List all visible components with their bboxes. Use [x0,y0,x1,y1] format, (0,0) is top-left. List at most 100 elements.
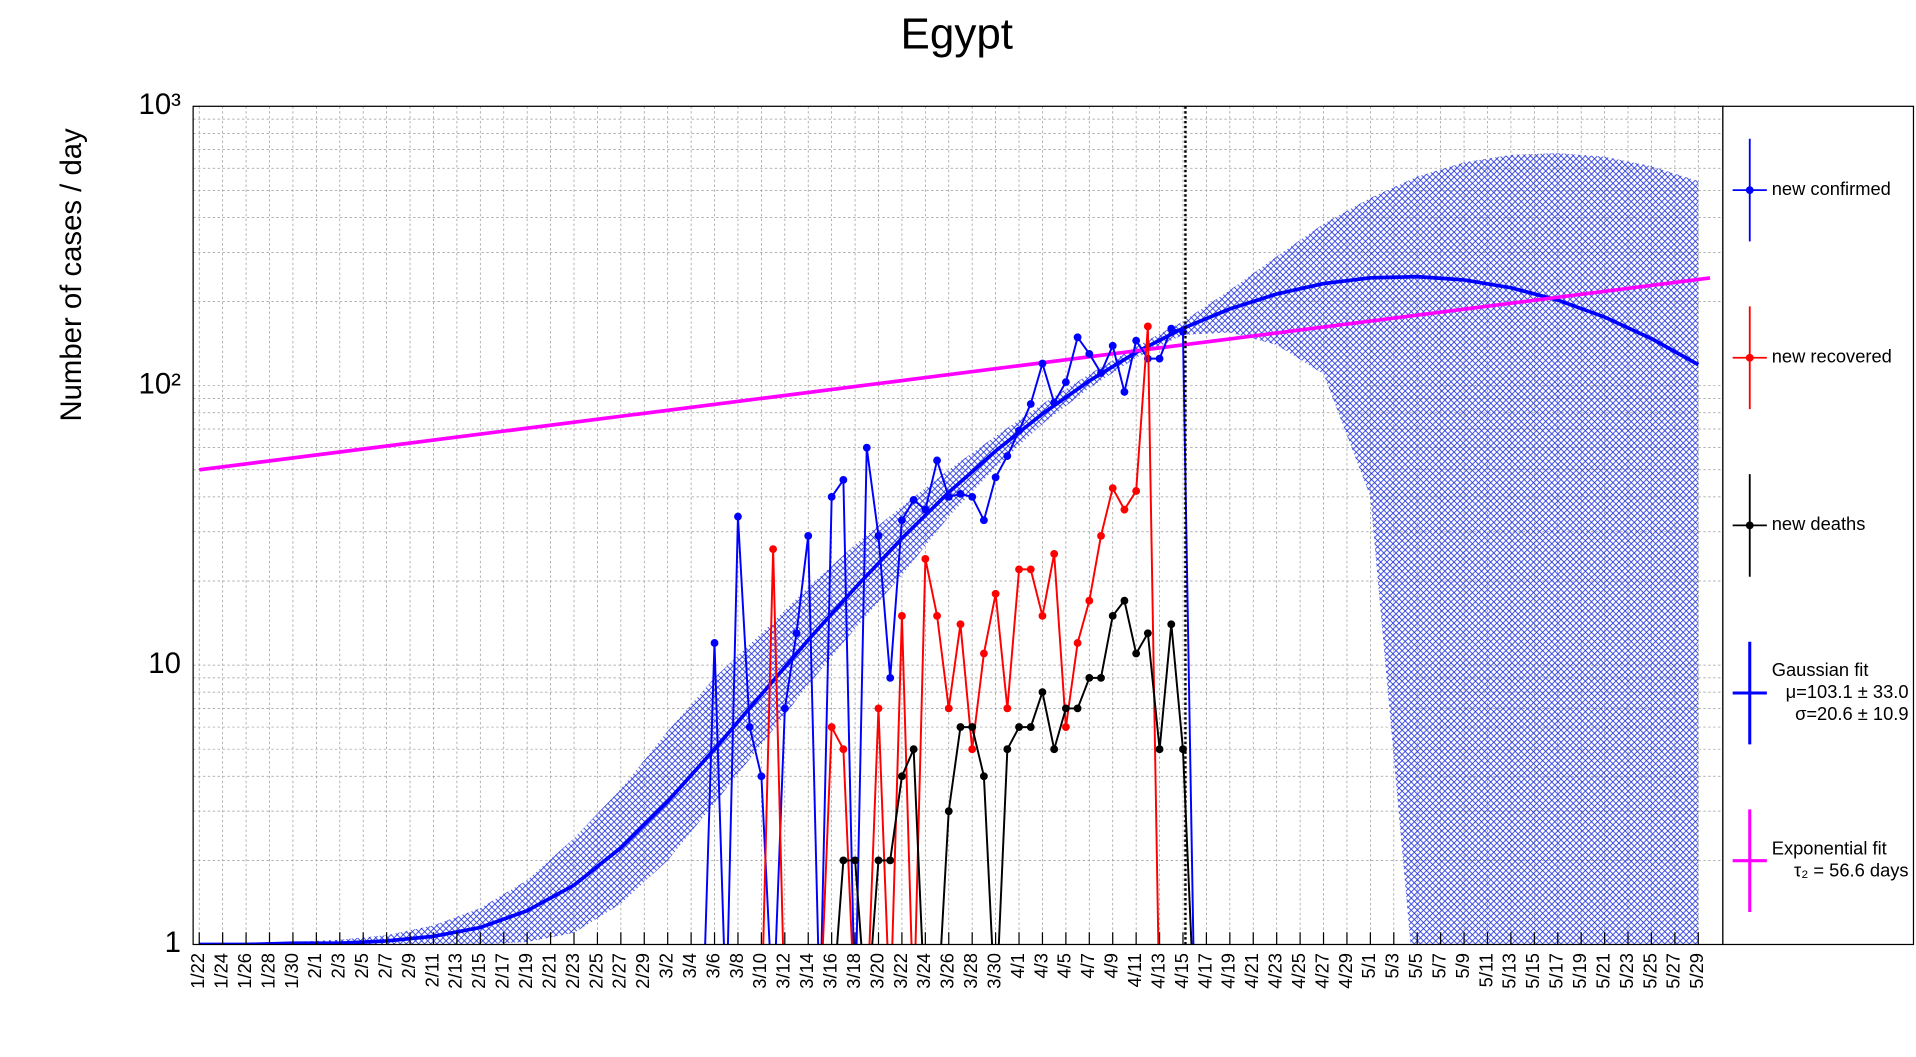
data-point [874,704,883,713]
x-tick-label: 2/11 [421,953,442,987]
data-point [1097,369,1105,377]
x-tick-label: 3/16 [819,953,840,989]
data-point [851,856,859,865]
data-point [1108,611,1117,620]
x-tick-label: 2/19 [515,953,536,989]
data-point [1038,688,1047,697]
x-tick-label: 2/9 [398,953,419,978]
data-line [836,598,1193,945]
data-point [944,807,953,816]
data-point [780,704,789,713]
data-point [944,704,953,713]
data-point [1073,704,1082,713]
data-point [991,589,1000,598]
y-tick-label: 10 [148,647,181,680]
x-tick-label: 4/9 [1101,953,1122,978]
legend-marker [1745,521,1754,530]
x-tick-label: 3/14 [796,953,817,989]
data-point [827,492,836,501]
data-point [1167,620,1176,629]
x-tick-label: 2/21 [538,953,559,989]
data-point [745,723,754,731]
data-point [1026,565,1035,574]
data-point [1085,673,1094,682]
data-point [979,649,988,658]
legend-param: σ=20.6 ± 10.9 [1795,703,1909,724]
x-tick-label: 4/29 [1335,953,1356,989]
x-tick-label: 5/19 [1569,953,1590,989]
data-point [1120,388,1129,396]
data-point [886,856,895,865]
data-point [1179,327,1187,336]
legend-marker [1745,353,1754,362]
data-point [1015,723,1023,731]
fit-line [199,274,1700,945]
data-point [1097,531,1105,540]
legend-label: new recovered [1772,346,1892,367]
data-point [839,745,848,754]
x-tick-label: 3/22 [890,953,911,989]
data-point [1073,639,1082,647]
data-point [804,531,813,540]
x-tick-label: 3/30 [983,953,1004,989]
x-tick-label: 3/6 [702,953,723,978]
data-point [1143,629,1152,638]
legend-label: new deaths [1772,513,1866,534]
data-point [956,489,965,498]
data-point [1015,426,1023,435]
legend-param: τ₂ = 56.6 days [1794,860,1909,881]
data-point [839,856,848,865]
fit-line [199,276,1711,472]
data-point [1120,505,1129,514]
data-point [1120,596,1129,605]
y-axis-label: Number of cases / day [55,128,88,422]
x-tick-label: 3/24 [913,953,934,989]
x-tick-label: 5/9 [1452,953,1473,978]
data-point [909,745,918,754]
data-point [1050,398,1059,407]
data-point [1026,723,1035,731]
data-point [1050,549,1059,558]
x-tick-label: 5/21 [1592,953,1613,989]
x-tick-label: 2/27 [609,953,630,989]
data-point [874,856,883,865]
x-tick-label: 1/28 [257,953,278,989]
x-tick-label: 5/3 [1382,953,1403,978]
x-tick-label: 2/13 [445,953,466,989]
plot-area [199,106,1711,945]
data-point [1132,649,1141,658]
x-tick-label: 5/7 [1428,953,1449,978]
data-point [734,512,742,521]
x-tick-label: 4/1 [1007,953,1028,978]
data-point [921,554,930,563]
x-tick-label: 5/11 [1475,953,1496,987]
y-tick-label: 1 [165,926,181,959]
data-point [1015,565,1023,574]
y-tick-label: 10² [139,367,182,400]
data-point [1038,359,1047,368]
legend-label: new confirmed [1772,178,1891,199]
legend-param: μ=103.1 ± 33.0 [1786,681,1909,702]
data-point [1003,452,1012,460]
x-tick-label: 4/21 [1241,953,1262,989]
data-point [979,772,988,781]
data-point [1003,704,1012,713]
x-tick-label: 1/22 [187,953,208,989]
legend-label: Exponential fit [1772,838,1887,859]
x-tick-label: 4/23 [1265,953,1286,989]
data-point [968,723,977,731]
x-tick-label: 5/13 [1499,953,1520,989]
x-tick-label: 3/28 [960,953,981,989]
x-tick-label: 2/7 [374,953,395,978]
x-tick-label: 4/17 [1194,953,1215,989]
data-point [757,772,766,781]
x-tick-label: 2/23 [562,953,583,989]
x-tick-label: 5/5 [1405,953,1426,978]
data-point [898,516,906,525]
data-point [1061,378,1070,387]
chart-title: Egypt [901,9,1013,58]
x-tick-label: 5/1 [1358,953,1379,978]
x-tick-label: 3/2 [656,953,677,978]
data-point [898,772,906,781]
